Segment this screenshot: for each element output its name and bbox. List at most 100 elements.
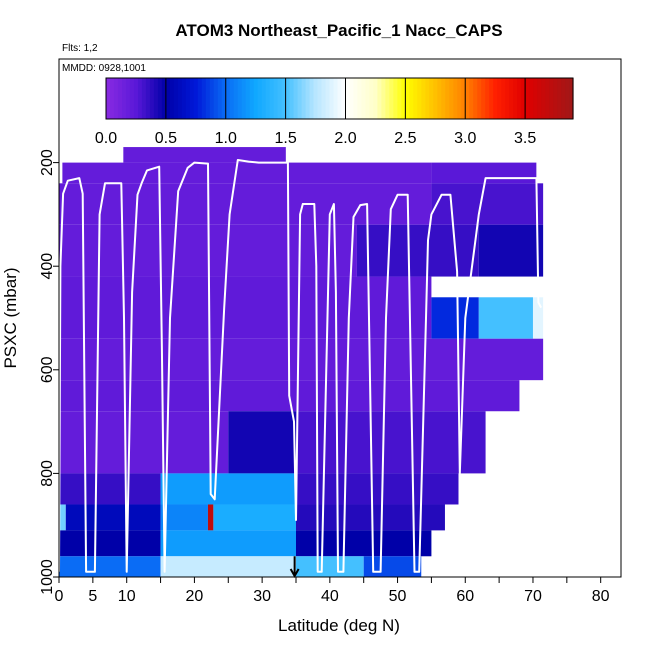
colorbar-strip — [185, 78, 191, 119]
heatmap-cell — [160, 556, 296, 577]
colorbar-strip — [121, 78, 127, 119]
colorbar-frame — [105, 77, 574, 120]
heatmap-cell — [59, 556, 161, 577]
colorbar-strip — [437, 78, 442, 119]
heatmap-cell — [65, 504, 161, 531]
colorbar-strip — [541, 78, 546, 119]
colorbar-strip — [477, 78, 482, 119]
y-axis: 200 400 600 800 1000 — [39, 149, 59, 595]
colorbar-strip — [349, 78, 355, 119]
heatmap-cell — [160, 530, 296, 557]
x-tick-label: 40 — [321, 588, 339, 605]
colorbar-strip — [217, 78, 223, 119]
colorbar-strip — [545, 78, 550, 119]
colorbar-strip — [193, 78, 199, 119]
y-tick-label: 600 — [39, 356, 56, 383]
colorbar-ticks: 0.0 0.5 1.0 1.5 2.0 2.5 3.0 3.5 — [95, 78, 536, 147]
colorbar-strip — [285, 78, 291, 119]
colorbar-strip — [369, 78, 375, 119]
heatmap-cell — [295, 411, 486, 474]
colorbar-strip — [261, 78, 267, 119]
colorbar-strip — [505, 78, 510, 119]
colorbar-strip — [133, 78, 139, 119]
colorbar-tick-label: 1.5 — [274, 130, 296, 147]
colorbar: 0.0 0.5 1.0 1.5 2.0 2.5 3.0 3.5 — [95, 77, 574, 147]
colorbar-tick-label: 0.5 — [155, 130, 177, 147]
heatmap-cell — [123, 147, 286, 163]
colorbar-strip — [449, 78, 454, 119]
colorbar-strip — [129, 78, 135, 119]
colorbar-strip — [333, 78, 339, 119]
heatmap-cell — [59, 504, 66, 531]
colorbar-strip — [106, 78, 111, 119]
colorbar-strip — [141, 78, 147, 119]
colorbar-strip — [457, 78, 462, 119]
colorbar-strip — [149, 78, 155, 119]
colorbar-tick-label: 0.0 — [95, 130, 117, 147]
colorbar-strip — [289, 78, 295, 119]
colorbar-strip — [249, 78, 255, 119]
x-tick-label: 70 — [524, 588, 542, 605]
colorbar-strip — [225, 78, 231, 119]
colorbar-gradient — [106, 78, 574, 119]
colorbar-strip — [273, 78, 279, 119]
colorbar-strip — [373, 78, 379, 119]
y-tick-label: 800 — [39, 460, 56, 487]
colorbar-strip — [301, 78, 307, 119]
colorbar-strip — [365, 78, 371, 119]
colorbar-strip — [165, 78, 171, 119]
y-tick-label: 1000 — [39, 559, 56, 595]
colorbar-strip — [409, 78, 414, 119]
colorbar-strip — [433, 78, 438, 119]
flights-label: Flts: 1,2 — [62, 43, 98, 54]
colorbar-strip — [241, 78, 247, 119]
colorbar-strip — [181, 78, 187, 119]
colorbar-strip — [313, 78, 319, 119]
colorbar-strip — [361, 78, 367, 119]
colorbar-strip — [201, 78, 207, 119]
colorbar-strip — [533, 78, 538, 119]
colorbar-strip — [297, 78, 303, 119]
colorbar-strip — [329, 78, 335, 119]
colorbar-strip — [421, 78, 426, 119]
colorbar-strip — [117, 78, 123, 119]
dates-label: MMDD: 0928,1001 — [62, 63, 146, 74]
colorbar-strip — [353, 78, 359, 119]
heatmap-cell — [59, 411, 229, 474]
arrow-head — [289, 568, 300, 579]
flight-track-line — [58, 159, 542, 573]
colorbar-strip — [169, 78, 175, 119]
colorbar-strip — [569, 78, 574, 119]
colorbar-tick-label: 3.0 — [454, 130, 476, 147]
colorbar-strip — [189, 78, 195, 119]
colorbar-strip — [473, 78, 478, 119]
heatmap-cell — [532, 297, 544, 339]
colorbar-strip — [341, 78, 347, 119]
colorbar-strip — [177, 78, 183, 119]
colorbar-tick-label: 3.5 — [514, 130, 536, 147]
colorbar-strip — [385, 78, 390, 119]
heatmap-cell — [431, 162, 537, 184]
colorbar-strip — [309, 78, 315, 119]
x-tick-label: 0 — [55, 588, 64, 605]
colorbar-strip — [161, 78, 167, 119]
colorbar-strip — [265, 78, 271, 119]
colorbar-strip — [417, 78, 422, 119]
colorbar-strip — [137, 78, 143, 119]
colorbar-strip — [345, 78, 351, 119]
x-tick-label: 30 — [253, 588, 271, 605]
colorbar-strip — [305, 78, 311, 119]
colorbar-strip — [325, 78, 331, 119]
colorbar-strip — [513, 78, 518, 119]
heatmap-cell — [59, 530, 161, 557]
heatmap-cell — [356, 224, 479, 277]
colorbar-strip — [497, 78, 502, 119]
heatmap-cell — [295, 473, 459, 505]
heatmap-cell — [431, 297, 479, 339]
colorbar-strip — [293, 78, 299, 119]
colorbar-strip — [405, 78, 410, 119]
chart-title: ATOM3 Northeast_Pacific_1 Nacc_CAPS — [175, 21, 502, 40]
colorbar-strip — [389, 78, 394, 119]
heatmap-cell — [295, 556, 364, 577]
